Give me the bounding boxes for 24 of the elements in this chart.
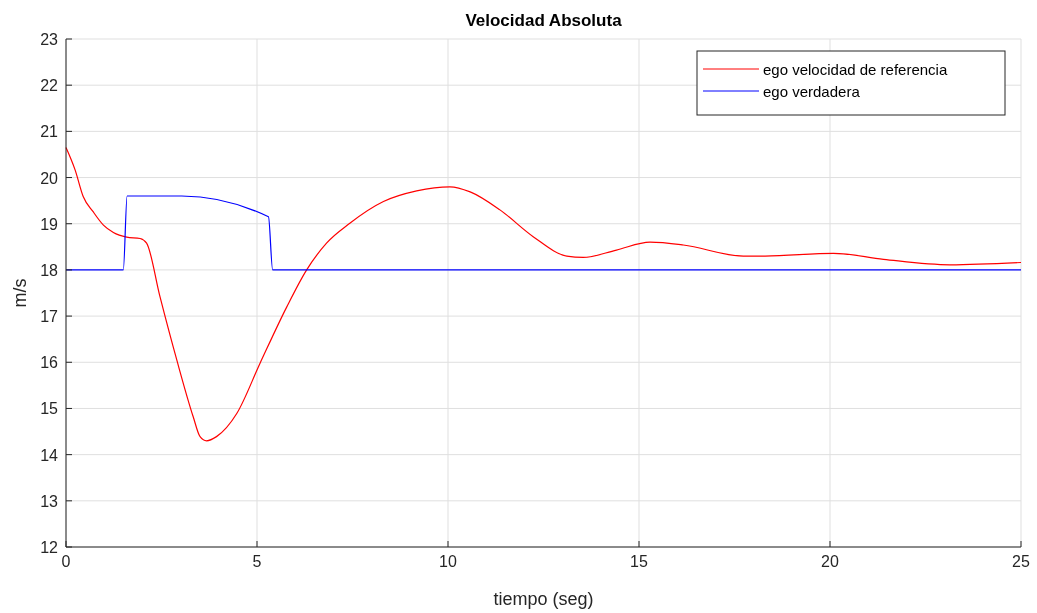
legend-label: ego velocidad de referencia <box>763 61 948 78</box>
y-tick-label: 14 <box>40 446 59 464</box>
y-tick-label: 22 <box>40 77 59 95</box>
y-tick-label: 19 <box>40 215 59 233</box>
y-tick-label: 20 <box>40 169 59 187</box>
x-axis-title: tiempo (seg) <box>493 589 594 609</box>
x-tick-label: 0 <box>61 553 71 570</box>
y-tick-label: 17 <box>40 308 59 326</box>
y-axis-title: m/s <box>10 278 30 308</box>
line-series <box>65 146 1022 442</box>
x-tick-label: 10 <box>439 553 457 570</box>
chart-title: Velocidad Absoluta <box>465 11 623 30</box>
y-tick-label: 13 <box>40 492 59 510</box>
y-tick-label: 12 <box>40 539 59 556</box>
x-tick-label: 5 <box>252 553 262 570</box>
legend-label: ego verdadera <box>763 83 861 100</box>
y-tick-label: 23 <box>40 31 59 48</box>
y-tick-label: 16 <box>40 354 59 372</box>
y-tick-label: 21 <box>40 123 59 141</box>
x-tick-label: 25 <box>1012 553 1030 570</box>
x-tick-label: 15 <box>630 553 648 570</box>
y-tick-label: 18 <box>40 261 59 279</box>
y-tick-label: 15 <box>40 400 59 418</box>
x-tick-label: 20 <box>821 553 839 570</box>
